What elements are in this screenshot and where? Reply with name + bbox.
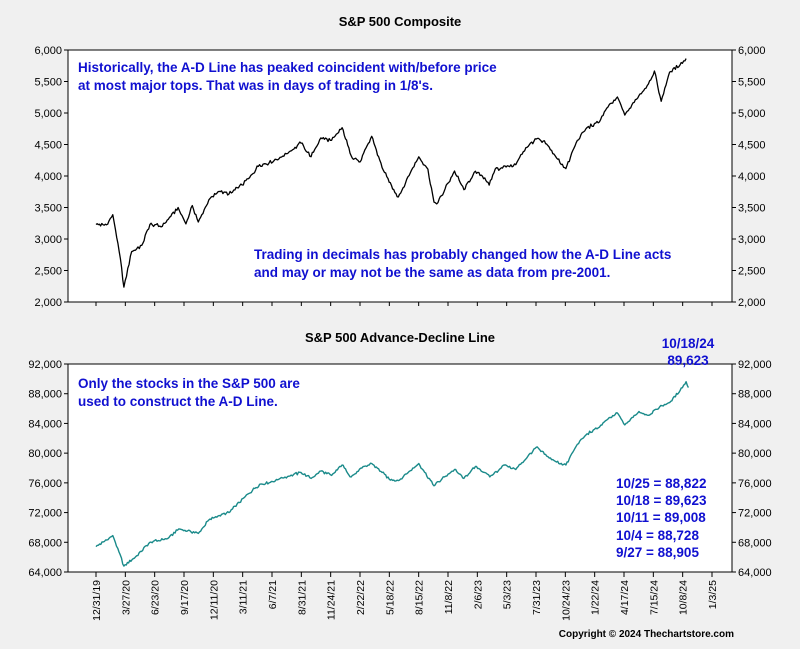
bottom-ytick-label-right: 72,000 bbox=[738, 508, 772, 520]
annotation-top-1-line2: at most major tops. That was in days of … bbox=[78, 78, 433, 93]
recent-value-3: 10/11 = 89,008 bbox=[616, 510, 706, 525]
advance-decline-line bbox=[95, 381, 690, 567]
top-ytick-label-right: 5,500 bbox=[738, 77, 766, 89]
bottom-xtick-label: 11/24/21 bbox=[326, 580, 338, 620]
annotation-top-2-bg bbox=[246, 243, 706, 283]
bottom-xtick-label: 10/24/23 bbox=[560, 580, 572, 621]
bottom-ytick-label-left: 64,000 bbox=[28, 567, 62, 579]
bottom-ytick-label-left: 76,000 bbox=[28, 478, 62, 490]
chart-title-bottom: S&P 500 Advance-Decline Line bbox=[305, 330, 495, 345]
annotation-top-2-line1: Trading in decimals has probably changed… bbox=[254, 247, 671, 262]
last-point-value: 89,623 bbox=[667, 353, 709, 368]
bottom-xtick-label: 6/23/20 bbox=[150, 580, 162, 615]
bottom-xtick-label: 11/8/22 bbox=[443, 580, 455, 614]
top-ytick-label-right: 2,500 bbox=[738, 266, 766, 278]
bottom-ytick-label-right: 88,000 bbox=[738, 389, 772, 401]
series-sp500-price bbox=[95, 58, 687, 288]
top-ytick-label-left: 3,500 bbox=[34, 203, 62, 215]
top-ytick-label-left: 5,000 bbox=[34, 108, 62, 120]
top-ytick-label-right: 4,500 bbox=[738, 140, 766, 152]
annotation-bottom: Only the stocks in the S&P 500 are used … bbox=[72, 370, 314, 412]
top-ytick-label-left: 6,000 bbox=[34, 45, 62, 57]
recent-value-2: 10/18 = 89,623 bbox=[616, 493, 707, 508]
bottom-xtick-label: 6/7/21 bbox=[267, 580, 279, 609]
bottom-xtick-label: 12/31/19 bbox=[91, 580, 103, 621]
bottom-xtick-label: 7/31/23 bbox=[531, 580, 543, 615]
bottom-xtick-label: 9/17/20 bbox=[179, 580, 191, 615]
recent-values-list: 10/25 = 88,822 10/18 = 89,623 10/11 = 89… bbox=[616, 476, 707, 560]
x-axis-bottom: 12/31/19 3/27/20 6/23/20 9/17/20 12/11/20 3/1… bbox=[91, 302, 719, 621]
annotation-top-1-bg bbox=[72, 56, 534, 96]
bottom-ytick-label-left: 80,000 bbox=[28, 448, 62, 460]
chart-title-top: S&P 500 Composite bbox=[339, 14, 462, 29]
top-ytick-label-left: 5,500 bbox=[34, 77, 62, 89]
top-ytick-label-right: 5,000 bbox=[738, 108, 766, 120]
sp500-price-line bbox=[95, 58, 687, 288]
copyright-text: Copyright © 2024 Thechartstore.com bbox=[559, 629, 734, 640]
bottom-ytick-label-right: 64,000 bbox=[738, 567, 772, 579]
recent-value-5: 9/27 = 88,905 bbox=[616, 545, 699, 560]
top-ytick-label-left: 3,000 bbox=[34, 234, 62, 246]
annotation-bottom-bg bbox=[72, 370, 314, 412]
last-point-label: 10/18/24 89,623 bbox=[662, 336, 715, 368]
last-point-date: 10/18/24 bbox=[662, 336, 715, 351]
top-ytick-label-left: 4,500 bbox=[34, 140, 62, 152]
bottom-xtick-label: 7/15/24 bbox=[648, 580, 660, 615]
bottom-xtick-label: 3/11/21 bbox=[238, 580, 250, 614]
bottom-ytick-label-right: 92,000 bbox=[738, 359, 772, 371]
y-axis-top: 2,000 2,000 2,500 2,500 3,000 3,000 3,500 3,500… bbox=[34, 45, 765, 309]
annotation-bottom-line1: Only the stocks in the S&P 500 are bbox=[78, 376, 300, 391]
annotation-top-2-line2: and may or may not be the same as data f… bbox=[254, 265, 610, 280]
annotation-bottom-line2: used to construct the A-D Line. bbox=[78, 394, 278, 409]
bottom-xtick-label: 1/22/24 bbox=[590, 580, 602, 615]
top-ytick-label-left: 2,000 bbox=[34, 297, 62, 309]
y-axis-bottom: 64,000 64,000 68,000 68,000 72,000 72,000 76,0… bbox=[28, 359, 771, 579]
top-ytick-label-right: 6,000 bbox=[738, 45, 766, 57]
bottom-xtick-label: 12/11/20 bbox=[208, 580, 220, 620]
top-ytick-label-left: 2,500 bbox=[34, 266, 62, 278]
bottom-ytick-label-right: 76,000 bbox=[738, 478, 772, 490]
bottom-xtick-label: 8/31/21 bbox=[296, 580, 308, 615]
bottom-xtick-label: 5/18/22 bbox=[384, 580, 396, 615]
top-ytick-label-right: 2,000 bbox=[738, 297, 766, 309]
bottom-xtick-label: 3/27/20 bbox=[120, 580, 132, 615]
top-ytick-label-left: 4,000 bbox=[34, 171, 62, 183]
recent-value-1: 10/25 = 88,822 bbox=[616, 476, 706, 491]
bottom-xtick-label: 10/8/24 bbox=[678, 580, 690, 615]
top-ytick-label-right: 3,500 bbox=[738, 203, 766, 215]
bottom-ytick-label-left: 72,000 bbox=[28, 508, 62, 520]
annotation-top-2: Trading in decimals has probably changed… bbox=[246, 243, 706, 283]
bottom-xtick-label: 4/17/24 bbox=[619, 580, 631, 615]
bottom-ytick-label-right: 68,000 bbox=[738, 537, 772, 549]
annotation-top-1-line1: Historically, the A-D Line has peaked co… bbox=[78, 60, 497, 75]
bottom-ytick-label-right: 84,000 bbox=[738, 418, 772, 430]
bottom-ytick-label-left: 68,000 bbox=[28, 537, 62, 549]
recent-value-4: 10/4 = 88,728 bbox=[616, 528, 699, 543]
top-ytick-label-right: 4,000 bbox=[738, 171, 766, 183]
bottom-xtick-label: 5/3/23 bbox=[502, 580, 514, 609]
bottom-xtick-label: 1/3/25 bbox=[707, 580, 719, 609]
top-ytick-label-right: 3,000 bbox=[738, 234, 766, 246]
bottom-xtick-label: 8/15/22 bbox=[414, 580, 426, 615]
bottom-ytick-label-left: 84,000 bbox=[28, 418, 62, 430]
bottom-xtick-label: 2/22/22 bbox=[355, 580, 367, 615]
series-advance-decline bbox=[95, 381, 690, 567]
bottom-ytick-label-left: 92,000 bbox=[28, 359, 62, 371]
annotation-top-1: Historically, the A-D Line has peaked co… bbox=[72, 56, 534, 96]
bottom-ytick-label-left: 88,000 bbox=[28, 389, 62, 401]
bottom-ytick-label-right: 80,000 bbox=[738, 448, 772, 460]
bottom-xtick-label: 2/6/23 bbox=[472, 580, 484, 609]
